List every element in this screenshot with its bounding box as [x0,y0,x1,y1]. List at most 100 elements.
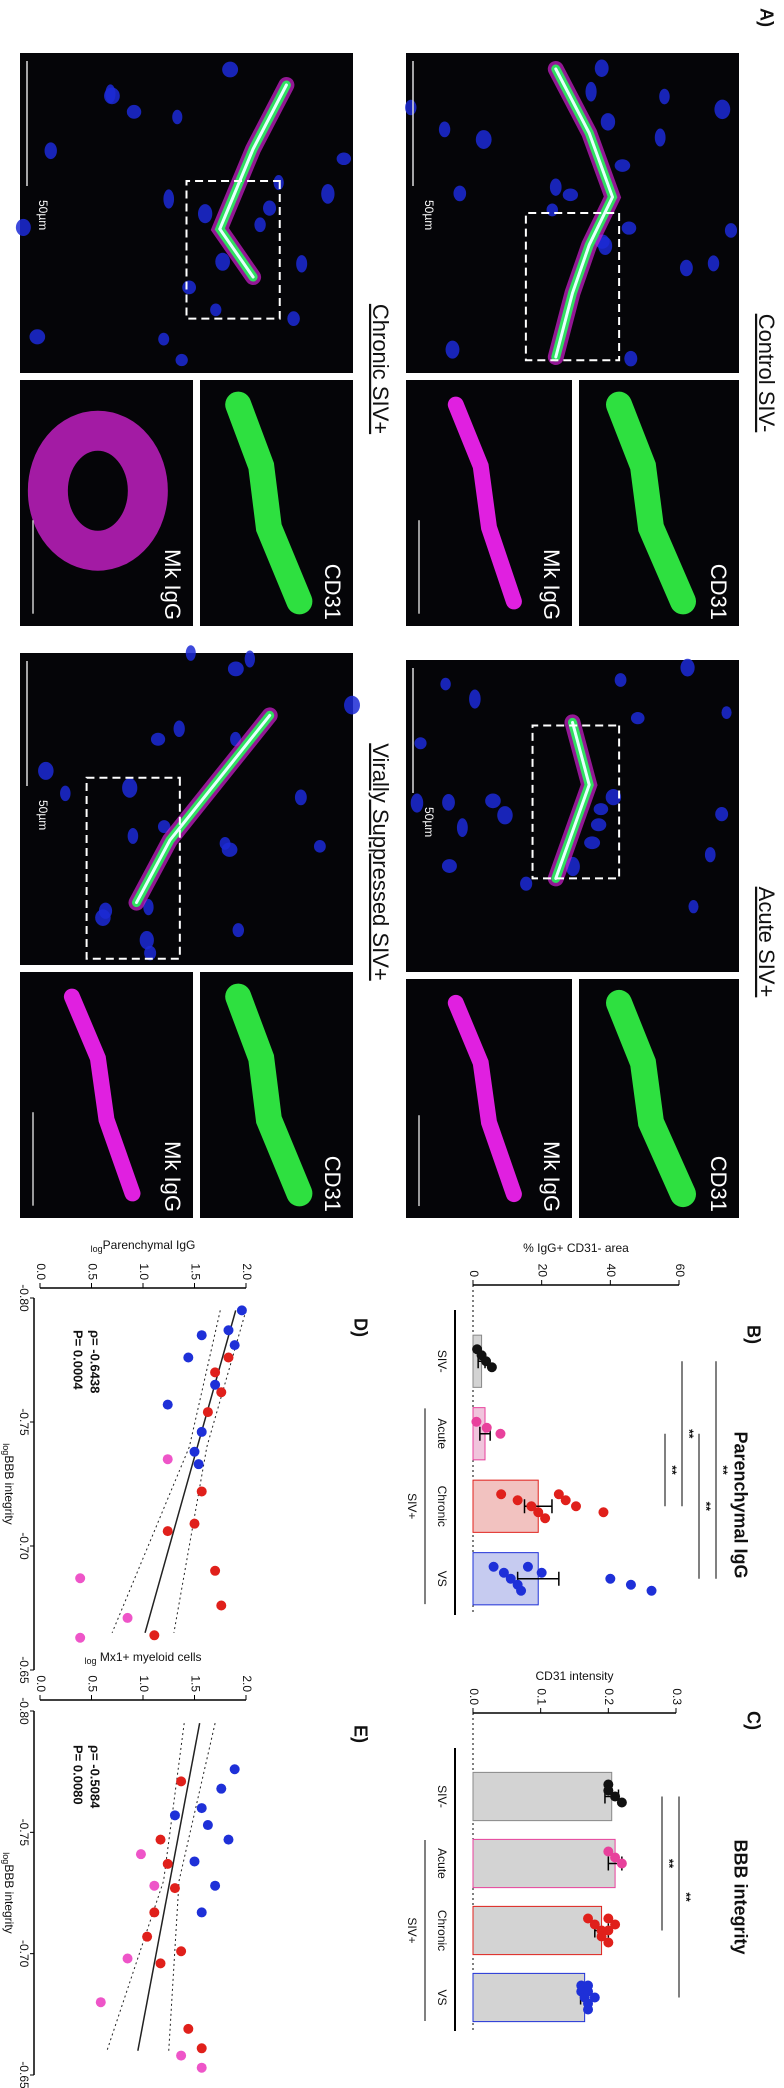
x-tick-label: VS [435,1571,449,1587]
panel-label: B) [743,1325,763,1344]
data-point [560,1495,571,1506]
data-point [223,1834,234,1845]
nucleus [680,658,695,677]
nucleus [593,803,609,816]
x-tick-label: -0.70 [17,1940,31,1968]
nucleus [584,836,601,850]
annotation: P= 0.0004 [71,1330,86,1390]
regression-line [144,1310,237,1634]
nucleus [654,128,666,147]
data-point [176,1946,187,1957]
data-point [498,1567,509,1578]
x-tick-label: -0.80 [17,1697,31,1725]
zoom-box [531,724,621,880]
data-point [189,1446,200,1457]
data-point [598,1507,609,1518]
data-point [183,1352,194,1363]
data-point [505,1573,516,1584]
nucleus [520,876,533,891]
data-point [149,1880,160,1891]
data-point [646,1585,657,1596]
data-point [210,1880,221,1891]
data-point [540,1513,551,1524]
nucleus [232,923,245,938]
data-point [155,1834,166,1845]
data-point [536,1567,547,1578]
channel-label: Mk IgG [539,549,564,620]
panel-label: D) [350,1318,370,1337]
data-point [122,1953,133,1964]
data-point [210,1367,221,1378]
x-tick-label: -0.65 [17,1656,31,1684]
data-point [142,1931,153,1942]
data-point [625,1579,636,1590]
data-point [75,1632,86,1643]
significance-label: ** [665,1465,679,1475]
nucleus [172,109,183,125]
data-point [223,1352,234,1363]
panel-title: Chronic SIV+ [368,304,393,434]
data-point [610,1919,621,1930]
rotated-figure: A) Control SIV- 50µm CD31 Mk IgG Acute SIV+ 50… [1,8,780,2088]
data-point [196,1907,207,1918]
nucleus [287,311,300,327]
data-point [162,1399,173,1410]
nucleus [442,794,455,811]
axis-label-sub: log [84,1656,96,1666]
nucleus [456,818,468,837]
x-tick-label: VS [435,1989,449,2005]
nucleus [469,689,481,709]
nucleus [594,59,609,77]
data-point [210,1565,221,1576]
nucleus [485,793,501,809]
annotation: ρ= -0.5084 [88,1745,103,1809]
x-tick-label: Acute [435,1418,449,1449]
nucleus [44,142,57,160]
data-point [522,1561,533,1572]
axis-label: Parenchymal IgG [103,1238,196,1252]
nucleus [441,859,457,873]
data-point [155,1958,166,1969]
data-point [169,1883,180,1894]
data-point [122,1612,133,1623]
data-point [603,1913,614,1924]
data-point [533,1507,544,1518]
significance-label: ** [679,1892,693,1902]
data-point [596,1931,607,1942]
nucleus [222,61,239,78]
chart-title: Parenchymal IgG [730,1431,750,1578]
data-point [223,1325,234,1336]
data-point [583,2004,594,2015]
nucleus [227,661,244,677]
y-tick-label: 1.0 [137,1675,151,1692]
nucleus [158,332,170,346]
axis-label-sub: log [1,1852,11,1864]
data-point [488,1561,499,1572]
nucleus [296,255,308,273]
nucleus [29,329,46,345]
group-label: SIV+ [405,1493,419,1519]
y-tick-label: 2.0 [240,1263,254,1280]
nucleus [410,793,424,813]
x-axis-label: logBBB integrity [1,1852,16,1933]
nucleus [150,732,166,746]
channel-label: Mk IgG [160,549,185,620]
vessel-core [135,713,272,905]
nucleus [605,788,622,806]
nucleus [475,130,492,149]
significance-label: ** [662,1859,676,1869]
vessel-core [218,83,288,279]
nucleus [679,259,693,277]
data-point [149,1907,160,1918]
nucleus [614,159,631,172]
igg-signal [447,396,522,610]
data-point [589,1919,600,1930]
channel-label: CD31 [320,1156,345,1212]
nucleus [182,280,197,295]
data-point [196,1426,207,1437]
igg-signal [27,410,168,571]
bar [472,1838,616,1889]
scale-label: 50µm [422,807,436,837]
y-tick-label: 0.0 [34,1675,48,1692]
data-point [583,1913,594,1924]
